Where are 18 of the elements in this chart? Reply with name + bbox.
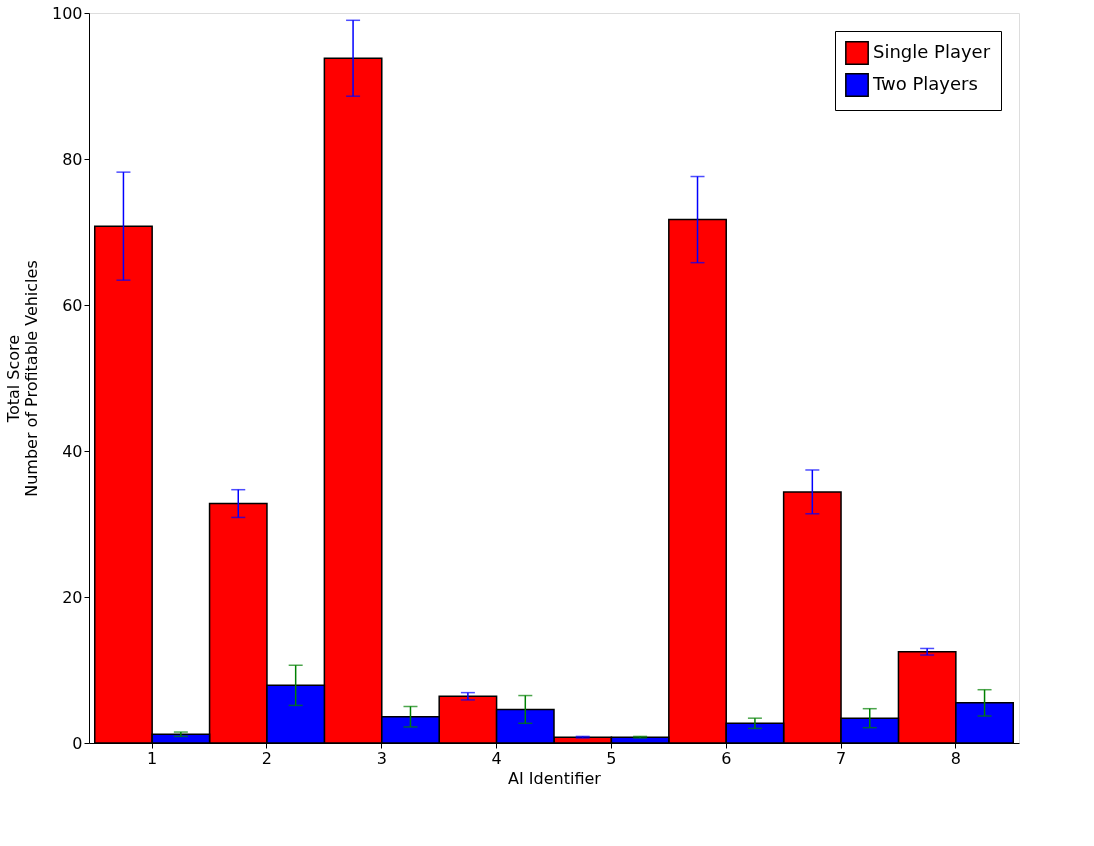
x-tick-label: 6 xyxy=(721,748,732,768)
x-tick-label: 1 xyxy=(147,748,158,768)
x-tick-label: 5 xyxy=(606,748,617,768)
y-tick-label: 40 xyxy=(62,441,83,461)
x-tick-label: 2 xyxy=(261,748,273,768)
legend-label: Single Player xyxy=(873,41,991,62)
legend-label: Two Players xyxy=(872,73,978,94)
y-tick-label: 80 xyxy=(62,149,83,169)
y-tick-label: 20 xyxy=(62,587,83,607)
y-axis-title: Total Score Number of Profitable Vehicles xyxy=(3,260,41,497)
y-tick-label: 100 xyxy=(51,3,83,23)
x-axis-title: AI Identifier xyxy=(508,768,602,788)
x-tick-label: 4 xyxy=(491,748,502,768)
x-tick-label: 3 xyxy=(376,748,387,768)
y-tick-label: 0 xyxy=(72,733,83,753)
y-tick-label: 60 xyxy=(62,295,83,315)
x-tick-label: 8 xyxy=(950,748,961,768)
x-tick-label: 7 xyxy=(835,748,847,768)
